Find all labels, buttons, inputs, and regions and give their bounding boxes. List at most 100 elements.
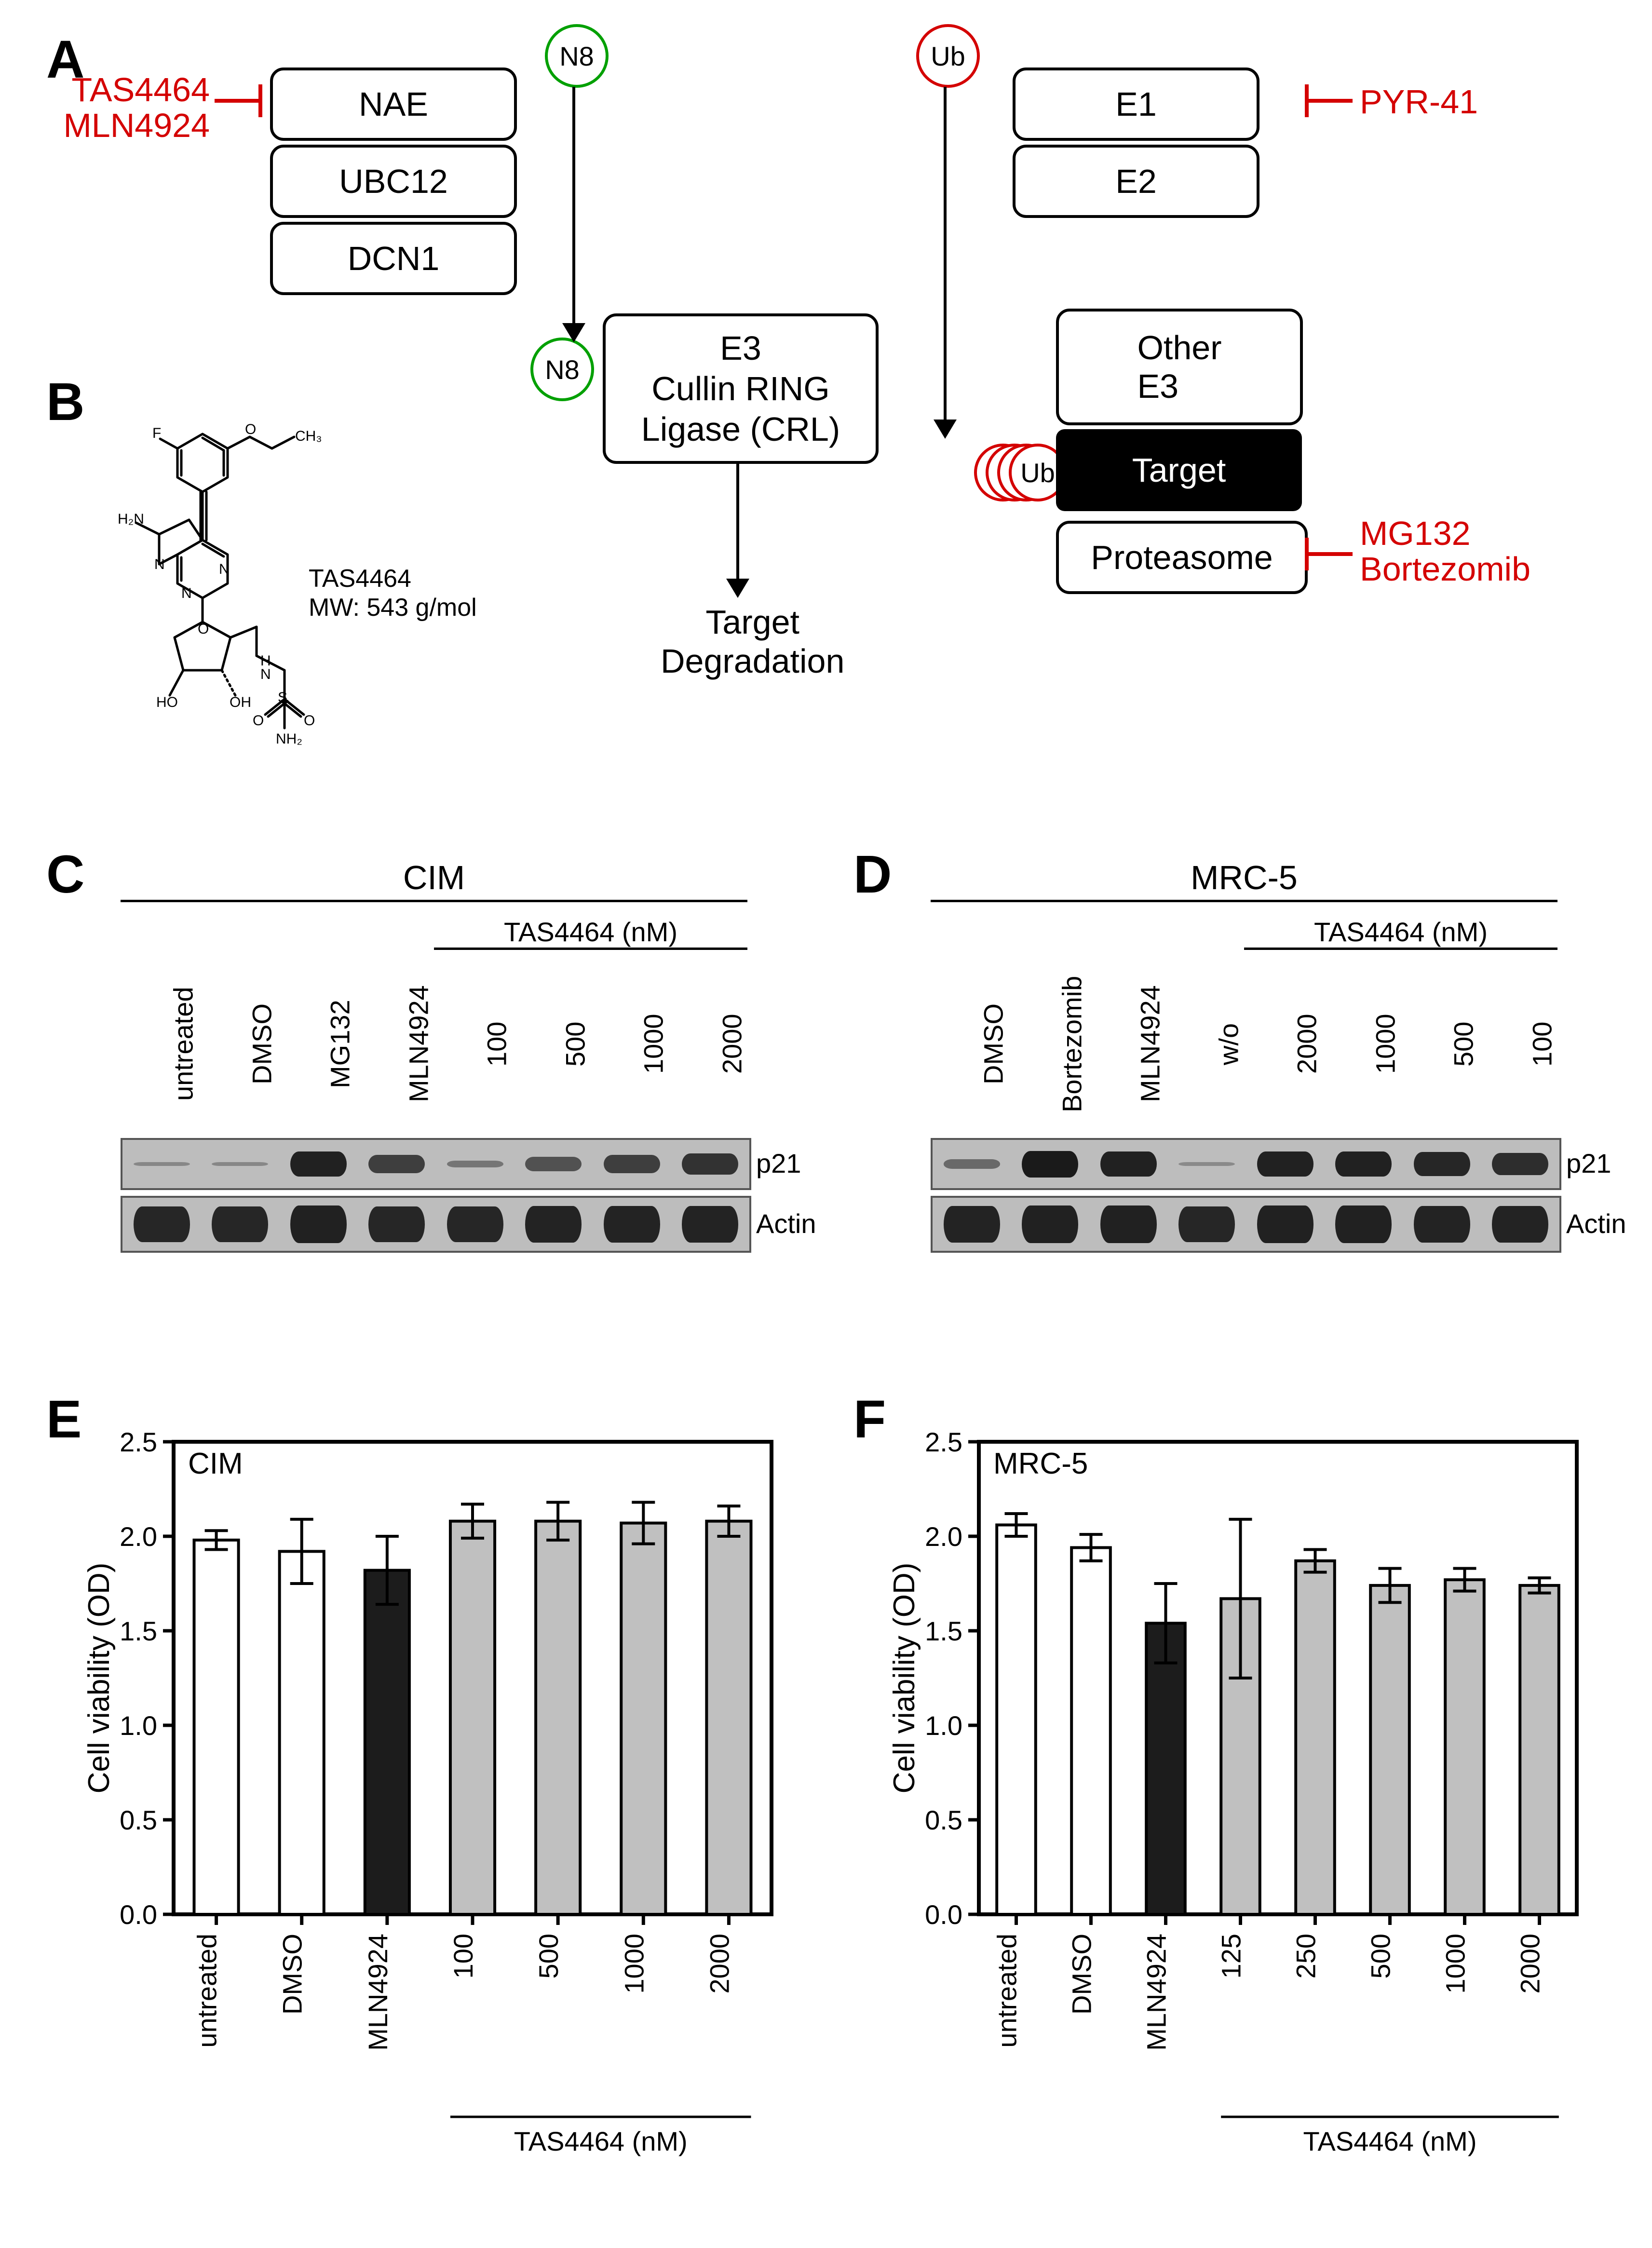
band — [212, 1162, 268, 1166]
blot-track-label: Actin — [756, 1208, 816, 1239]
actin-strip — [121, 1196, 751, 1253]
other-e3-box: Other E3 — [1056, 309, 1303, 425]
e1-box: E1 — [1013, 68, 1259, 141]
band — [1492, 1206, 1548, 1243]
crl-box: E3 Cullin RING Ligase (CRL) — [603, 313, 879, 464]
band — [1335, 1151, 1392, 1177]
actin-strip — [931, 1196, 1561, 1253]
ub-arrow — [944, 87, 947, 424]
ub-top-icon: Ub — [916, 24, 980, 88]
lane-label: 100 — [434, 960, 513, 1128]
bar — [450, 1521, 495, 1914]
svg-text:1.0: 1.0 — [120, 1710, 157, 1741]
e2-box: E2 — [1013, 145, 1259, 218]
tas-group-label: TAS4464 (nM) — [434, 916, 747, 950]
band — [290, 1205, 347, 1243]
svg-text:1.5: 1.5 — [925, 1616, 962, 1646]
tas-group-label: TAS4464 (nM) — [1303, 2126, 1477, 2156]
band — [1257, 1151, 1313, 1177]
p21-strip — [931, 1138, 1561, 1190]
lane-label: w/o — [1166, 960, 1245, 1128]
bar — [1296, 1561, 1335, 1914]
band — [134, 1162, 190, 1166]
blot-title: CIM — [121, 858, 747, 897]
band — [1178, 1162, 1235, 1166]
svg-text:N: N — [181, 585, 192, 601]
panel-letter-f: F — [853, 1389, 886, 1450]
blot-title: MRC-5 — [931, 858, 1557, 897]
band — [1178, 1206, 1235, 1242]
band — [525, 1206, 582, 1243]
bar — [194, 1540, 239, 1914]
svg-text:1.0: 1.0 — [925, 1710, 962, 1741]
category-label: 500 — [533, 1934, 564, 1978]
inhibitor-left-icon — [258, 84, 262, 117]
band — [447, 1161, 503, 1167]
dcn1-box: DCN1 — [270, 222, 517, 295]
svg-text:O: O — [253, 713, 264, 729]
lane-label: 100 — [1479, 960, 1558, 1128]
svg-text:0.0: 0.0 — [120, 1899, 157, 1930]
bar-chart: 0.00.51.01.52.02.5Cell viability (OD)CIM… — [82, 1427, 786, 2208]
inhibitor-pyr41-label: PYR-41 — [1360, 84, 1478, 120]
category-label: 2000 — [704, 1934, 734, 1994]
band — [134, 1206, 190, 1242]
category-label: MLN4924 — [363, 1934, 393, 2051]
svg-text:MRC-5: MRC-5 — [993, 1447, 1088, 1480]
svg-text:1.5: 1.5 — [120, 1616, 157, 1646]
crl-arrow — [736, 463, 739, 583]
category-label: DMSO — [277, 1934, 308, 2015]
bar — [365, 1571, 409, 1914]
n8-bottom-icon: N8 — [530, 338, 594, 401]
ub-arrowhead-icon — [934, 420, 957, 439]
lane-label: MG132 — [277, 960, 356, 1128]
category-label: MLN4924 — [1141, 1934, 1172, 2051]
band — [604, 1155, 660, 1174]
panel-letter-d: D — [853, 844, 892, 905]
category-label: 1000 — [1440, 1934, 1471, 1994]
band — [1257, 1205, 1313, 1243]
lane-label: MLN4924 — [356, 960, 434, 1128]
lane-label: 2000 — [1244, 960, 1323, 1128]
category-label: 500 — [1366, 1934, 1396, 1978]
svg-text:2.0: 2.0 — [925, 1521, 962, 1552]
panel-f-chart: 0.00.51.01.52.02.5Cell viability (OD)MRC… — [887, 1427, 1611, 2223]
inhibitor-proteasome-icon — [1305, 538, 1309, 570]
svg-text:N: N — [260, 666, 271, 682]
category-label: 100 — [448, 1934, 478, 1978]
band — [604, 1206, 660, 1243]
band — [944, 1159, 1000, 1168]
category-label: 250 — [1291, 1934, 1321, 1978]
svg-text:O: O — [245, 421, 256, 437]
category-label: 1000 — [619, 1934, 649, 1994]
lane-label: 2000 — [669, 960, 748, 1128]
band — [447, 1206, 503, 1242]
p21-strip — [121, 1138, 751, 1190]
ubc12-box: UBC12 — [270, 145, 517, 218]
category-label: 2000 — [1515, 1934, 1545, 1994]
band — [682, 1153, 738, 1175]
bar-chart: 0.00.51.01.52.02.5Cell viability (OD)MRC… — [887, 1427, 1591, 2208]
svg-text:HO: HO — [156, 694, 178, 710]
band — [1414, 1152, 1470, 1176]
panel-letter-c: C — [46, 844, 84, 905]
band — [1022, 1205, 1078, 1243]
lane-label: 1000 — [1323, 960, 1401, 1128]
bar — [1146, 1623, 1185, 1914]
bar — [706, 1521, 751, 1914]
target-degradation-label: Target Degradation — [661, 603, 844, 680]
nae-box: NAE — [270, 68, 517, 141]
tas-group-label: TAS4464 (nM) — [1244, 916, 1557, 950]
lane-label: DMSO — [931, 960, 1009, 1128]
lane-label: MLN4924 — [1087, 960, 1166, 1128]
svg-text:N: N — [219, 561, 230, 577]
panel-c-blot: CIMTAS4464 (nM)untreatedDMSOMG132MLN4924… — [121, 858, 796, 902]
band — [1100, 1151, 1157, 1177]
svg-text:O: O — [304, 713, 315, 729]
panel-b-structure: F O CH₃ H₂N N N N O HO OH H N S O O NH₂ … — [58, 420, 492, 805]
lane-label: 500 — [1401, 960, 1479, 1128]
crl-arrowhead-icon — [726, 579, 749, 598]
band — [1335, 1205, 1392, 1243]
lane-label: Bortezomib — [1009, 960, 1088, 1128]
svg-text:2.5: 2.5 — [925, 1427, 962, 1457]
